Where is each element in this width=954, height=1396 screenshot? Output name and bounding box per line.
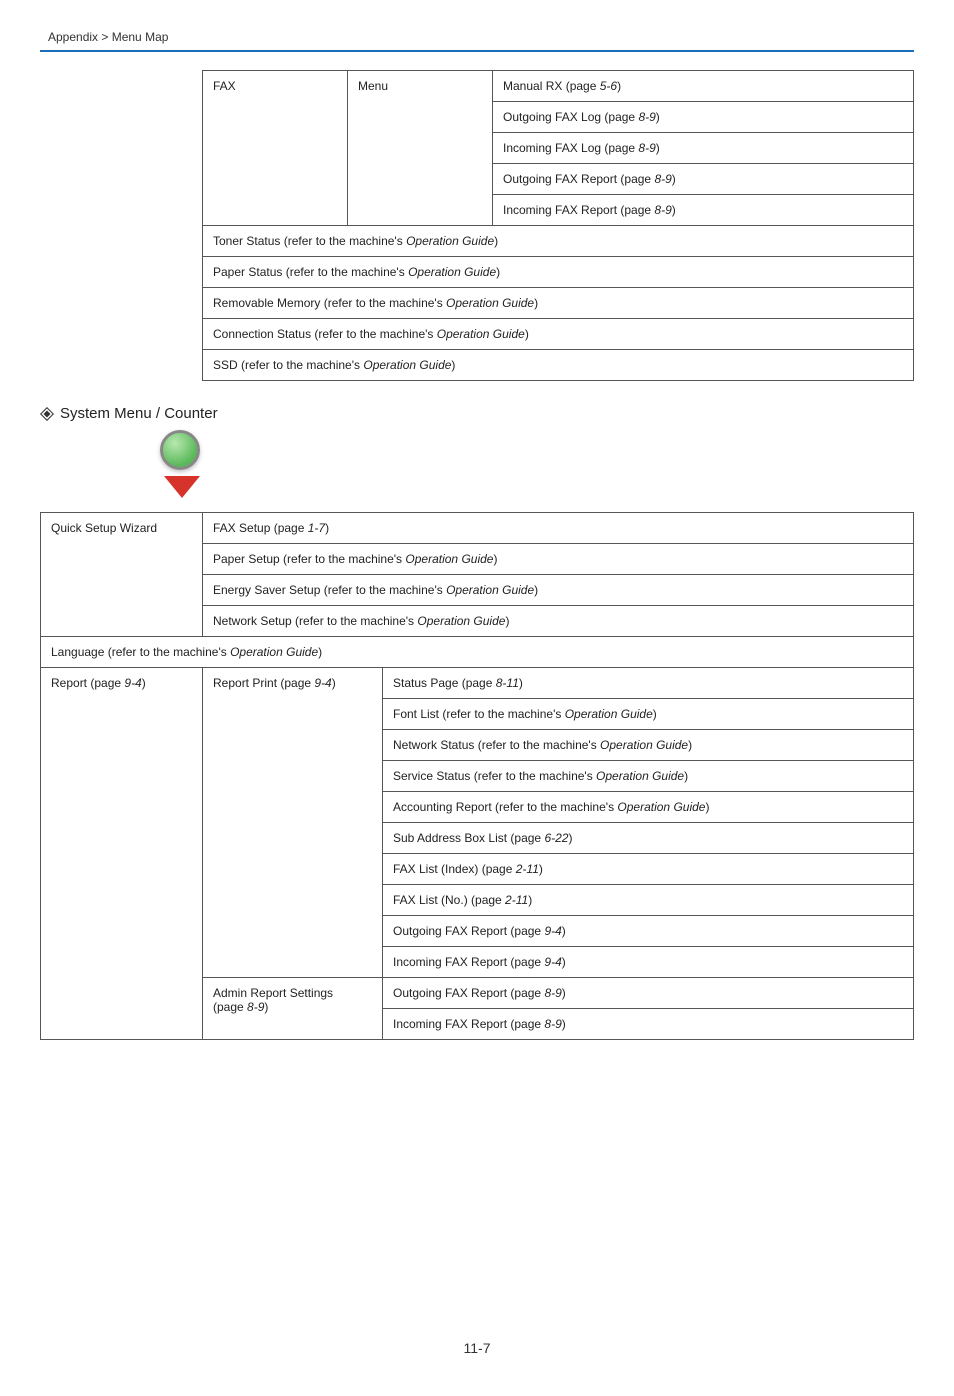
table-cell: Energy Saver Setup (refer to the machine… [203,575,914,606]
green-button-icon [160,430,200,470]
table-cell: Outgoing FAX Log (page 8-9) [493,102,914,133]
header-divider [40,50,914,52]
menu-cell: Menu [348,71,493,226]
section-header: System Menu / Counter [40,405,914,422]
table-cell: Status Page (page 8-11) [383,668,914,699]
arrow-down-icon [164,476,200,498]
table-cell: Language (refer to the machine's Operati… [41,637,914,668]
table-cell: Incoming FAX Report (page 8-9) [383,1009,914,1040]
table-cell: FAX List (Index) (page 2-11) [383,854,914,885]
table-cell: Incoming FAX Log (page 8-9) [493,133,914,164]
table-cell: Paper Status (refer to the machine's Ope… [203,257,914,288]
table-cell: Manual RX (page 5-6) [493,71,914,102]
admin-report-cell: Admin Report Settings (page 8-9) [203,978,383,1040]
table-cell: Removable Memory (refer to the machine's… [203,288,914,319]
table-cell: Outgoing FAX Report (page 9-4) [383,916,914,947]
button-indicator [150,430,914,498]
table-cell: Incoming FAX Report (page 8-9) [493,195,914,226]
table-cell: Network Status (refer to the machine's O… [383,730,914,761]
table-cell: Accounting Report (refer to the machine'… [383,792,914,823]
fax-cell: FAX [203,71,348,226]
table-cell: Incoming FAX Report (page 9-4) [383,947,914,978]
page-number: 11-7 [40,1340,914,1356]
system-menu-table: Quick Setup Wizard FAX Setup (page 1-7) … [40,512,914,1040]
section-title: System Menu / Counter [60,405,218,422]
report-print-cell: Report Print (page 9-4) [203,668,383,978]
qsw-cell: Quick Setup Wizard [41,513,203,637]
table-cell: Outgoing FAX Report (page 8-9) [383,978,914,1009]
table-cell: Sub Address Box List (page 6-22) [383,823,914,854]
fax-menu-table: FAX Menu Manual RX (page 5-6) Outgoing F… [202,70,914,381]
breadcrumb: Appendix > Menu Map [40,30,914,44]
table-cell: SSD (refer to the machine's Operation Gu… [203,350,914,381]
table-cell: Network Setup (refer to the machine's Op… [203,606,914,637]
table-cell: Toner Status (refer to the machine's Ope… [203,226,914,257]
table-cell: FAX List (No.) (page 2-11) [383,885,914,916]
report-cell: Report (page 9-4) [41,668,203,1040]
table-cell: Paper Setup (refer to the machine's Oper… [203,544,914,575]
diamond-icon [40,407,54,421]
table-cell: Font List (refer to the machine's Operat… [383,699,914,730]
table-cell: Outgoing FAX Report (page 8-9) [493,164,914,195]
table-cell: Connection Status (refer to the machine'… [203,319,914,350]
table-cell: FAX Setup (page 1-7) [203,513,914,544]
table-cell: Service Status (refer to the machine's O… [383,761,914,792]
